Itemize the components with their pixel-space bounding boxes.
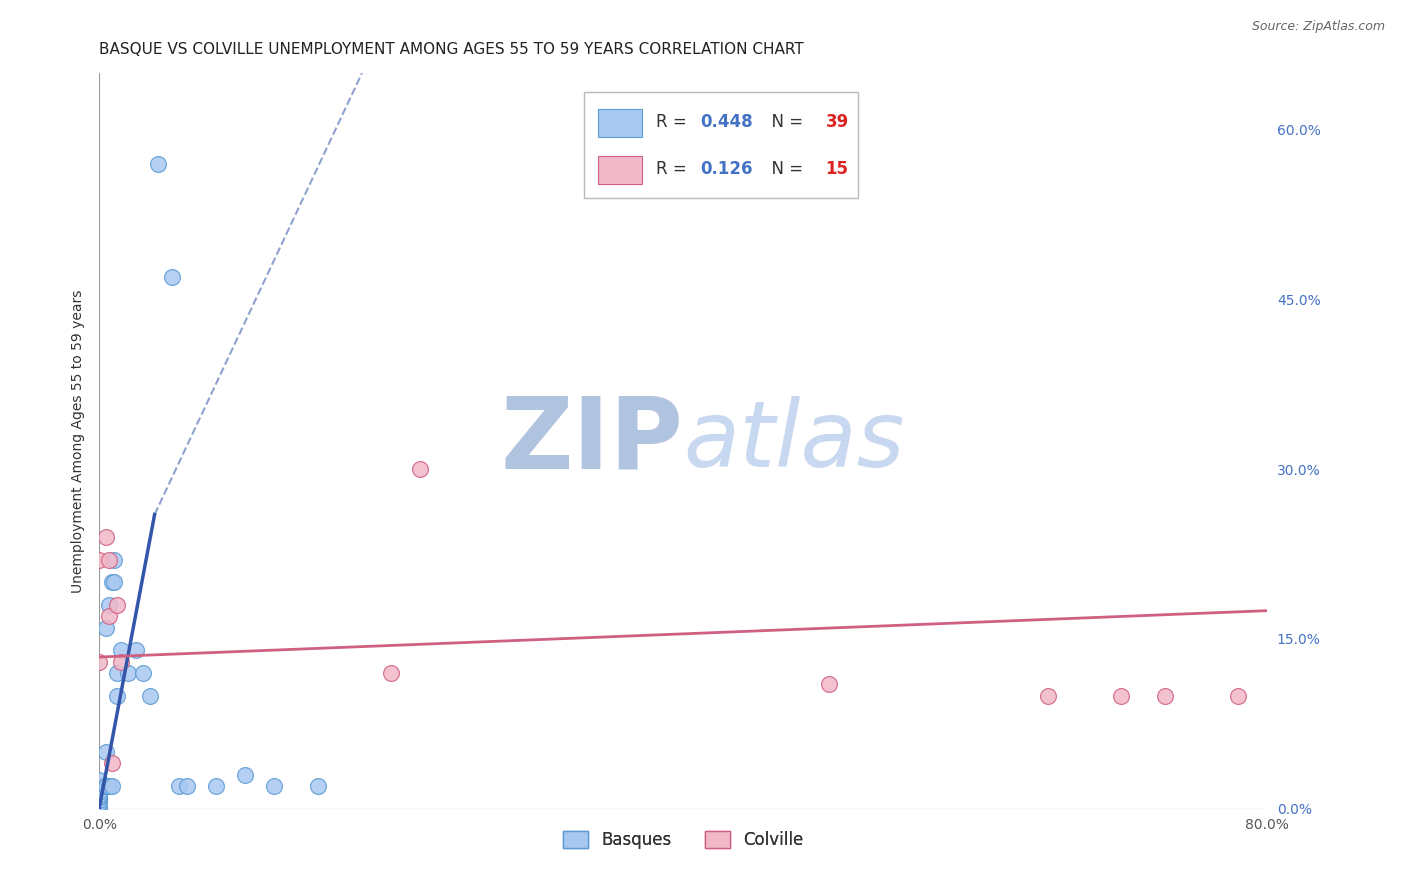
Text: N =: N = — [762, 113, 808, 131]
Point — [307, 779, 329, 793]
Point — [105, 598, 128, 612]
Point — [89, 802, 111, 816]
Point — [89, 779, 111, 793]
Point — [124, 643, 146, 657]
Point — [98, 598, 121, 612]
Point — [89, 802, 111, 816]
Point — [1154, 689, 1177, 703]
Point — [139, 689, 162, 703]
Point — [89, 655, 111, 669]
Point — [146, 157, 169, 171]
Point — [101, 779, 124, 793]
Point — [89, 802, 111, 816]
Point — [110, 655, 132, 669]
Point — [263, 779, 285, 793]
Point — [103, 553, 125, 567]
Point — [103, 575, 125, 590]
Point — [380, 665, 402, 680]
Point — [110, 643, 132, 657]
Text: R =: R = — [657, 160, 692, 178]
Bar — [598, 155, 643, 184]
Point — [96, 779, 118, 793]
Point — [89, 796, 111, 810]
Point — [98, 553, 121, 567]
Bar — [598, 109, 643, 137]
Text: 0.448: 0.448 — [700, 113, 754, 131]
Legend: Basques, Colville: Basques, Colville — [557, 824, 810, 855]
Text: 0.126: 0.126 — [700, 160, 754, 178]
Point — [105, 689, 128, 703]
Y-axis label: Unemployment Among Ages 55 to 59 years: Unemployment Among Ages 55 to 59 years — [72, 289, 86, 592]
Point — [96, 530, 118, 544]
Point — [98, 609, 121, 624]
Text: ZIP: ZIP — [501, 392, 683, 490]
Text: 39: 39 — [825, 113, 849, 131]
Point — [89, 790, 111, 805]
Point — [89, 790, 111, 805]
Point — [89, 802, 111, 816]
Point — [89, 788, 111, 802]
Text: BASQUE VS COLVILLE UNEMPLOYMENT AMONG AGES 55 TO 59 YEARS CORRELATION CHART: BASQUE VS COLVILLE UNEMPLOYMENT AMONG AG… — [100, 42, 804, 57]
Point — [818, 677, 841, 691]
Point — [233, 768, 256, 782]
Point — [89, 773, 111, 788]
Point — [96, 745, 118, 759]
Point — [96, 621, 118, 635]
Text: 15: 15 — [825, 160, 849, 178]
Point — [160, 269, 183, 284]
Point — [101, 756, 124, 771]
Point — [101, 575, 124, 590]
Bar — [583, 92, 858, 198]
Text: N =: N = — [762, 160, 808, 178]
Point — [1109, 689, 1132, 703]
Point — [89, 796, 111, 810]
Point — [89, 553, 111, 567]
Text: Source: ZipAtlas.com: Source: ZipAtlas.com — [1251, 20, 1385, 33]
Point — [89, 785, 111, 799]
Point — [205, 779, 228, 793]
Point — [98, 779, 121, 793]
Point — [98, 779, 121, 793]
Point — [96, 779, 118, 793]
Point — [176, 779, 198, 793]
Point — [89, 792, 111, 806]
Point — [117, 665, 139, 680]
Point — [1036, 689, 1059, 703]
Point — [169, 779, 191, 793]
Point — [409, 462, 432, 476]
Text: atlas: atlas — [683, 396, 904, 486]
Point — [105, 665, 128, 680]
Point — [1226, 689, 1249, 703]
Text: R =: R = — [657, 113, 692, 131]
Point — [132, 665, 155, 680]
